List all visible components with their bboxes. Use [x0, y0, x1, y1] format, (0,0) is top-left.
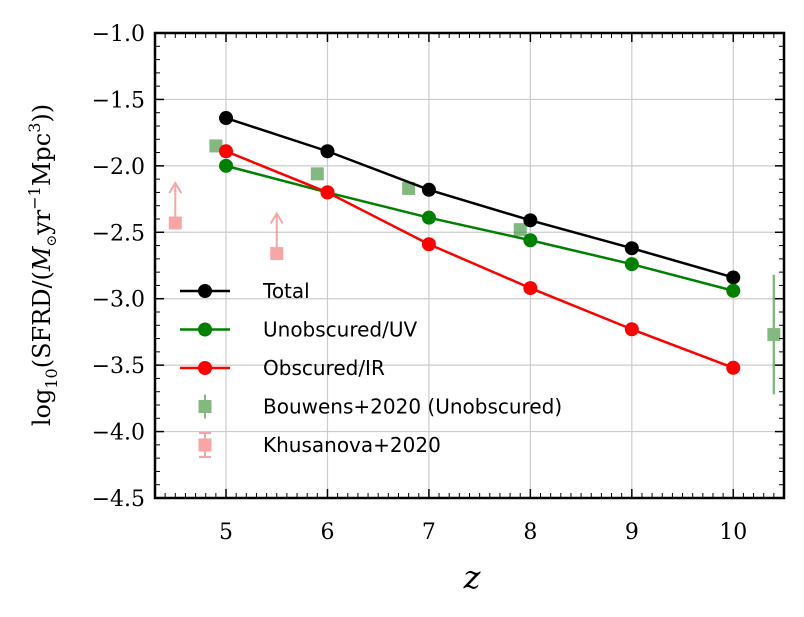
legend-entry: Obscured/IR [180, 356, 385, 380]
observation-square [270, 247, 284, 261]
series-point [219, 111, 234, 126]
series-point [624, 322, 639, 337]
series-point [219, 158, 234, 173]
x-tick-label: 8 [523, 520, 537, 545]
observation-marker [269, 211, 284, 261]
observation-marker [209, 139, 223, 153]
series-point [624, 241, 639, 256]
legend-entry: Total [180, 279, 310, 303]
series-point [421, 210, 436, 225]
model-lines [219, 111, 741, 375]
legend-entry: Khusanova+2020 [198, 432, 441, 458]
y-tick-label: −2.5 [92, 221, 145, 246]
y-tick-label: −4.0 [92, 421, 145, 446]
series-point [726, 270, 741, 285]
legend-marker [198, 322, 212, 337]
series-point [523, 213, 538, 228]
legend-label: Khusanova+2020 [263, 433, 441, 457]
series-point [421, 237, 436, 252]
legend-marker [198, 361, 212, 375]
x-tick-label: 9 [625, 520, 639, 545]
series-point [421, 182, 436, 197]
lower-limit-arrow-head [269, 211, 284, 225]
series-line [225, 116, 734, 279]
series-line [225, 150, 734, 369]
observation-square [402, 181, 416, 195]
series-point [320, 185, 335, 200]
series-point [320, 144, 335, 159]
x-tick-label: 7 [422, 520, 436, 545]
y-tick-label: −1.0 [92, 22, 145, 47]
series-point [219, 144, 234, 159]
x-tick-label: 10 [719, 520, 747, 545]
observation-square [513, 223, 527, 237]
x-tick-label: 5 [219, 520, 233, 545]
observation-marker [513, 223, 527, 237]
legend-label: Obscured/IR [263, 356, 385, 380]
series-point [523, 281, 538, 296]
series-point [726, 360, 741, 375]
observation-square [209, 139, 223, 153]
y-tick-label: −3.5 [92, 354, 145, 379]
series-point [726, 283, 741, 298]
observation-square [168, 216, 182, 230]
y-tick-label: −3.0 [92, 288, 145, 313]
y-axis-title: log10(SFRD/(M⊙yr−1Mpc3)) [25, 104, 61, 426]
observation-square [310, 167, 324, 181]
series-point [624, 257, 639, 272]
lower-limit-arrow-head [168, 181, 183, 194]
series-line [225, 164, 734, 292]
legend-label: Total [262, 279, 310, 303]
y-tick-label: −4.5 [92, 487, 145, 512]
legend-square [198, 438, 212, 452]
series-point [523, 233, 538, 248]
observation-marker [168, 181, 183, 230]
observation-square [767, 328, 781, 342]
legend-obs-swatch [198, 394, 212, 419]
legend-label: Bouwens+2020 (Unobscured) [263, 395, 562, 419]
x-tick-label: 6 [320, 520, 334, 545]
observation-marker [402, 181, 416, 195]
axis-ticks: 5 6 7 8 9 10 −1.0 −1.5 −2.0 −2.5 −3.0 −3.5 −4.0 −4.5 [92, 22, 784, 545]
legend-label: Unobscured/UV [263, 318, 417, 342]
legend: Total Unobscured/UV Obscured/IR Bouwens+202… [180, 279, 562, 458]
y-tick-label: −1.5 [92, 88, 145, 113]
x-axis-title: z [463, 558, 482, 596]
observation-points [168, 139, 781, 395]
legend-marker [198, 284, 212, 298]
legend-entry: Unobscured/UV [180, 318, 417, 342]
observation-marker [767, 274, 781, 395]
observation-marker [310, 167, 324, 181]
legend-entry: Bouwens+2020 (Unobscured) [198, 394, 562, 419]
legend-obs-swatch [198, 432, 212, 458]
y-tick-label: −2.0 [92, 155, 145, 180]
legend-square [198, 400, 212, 413]
